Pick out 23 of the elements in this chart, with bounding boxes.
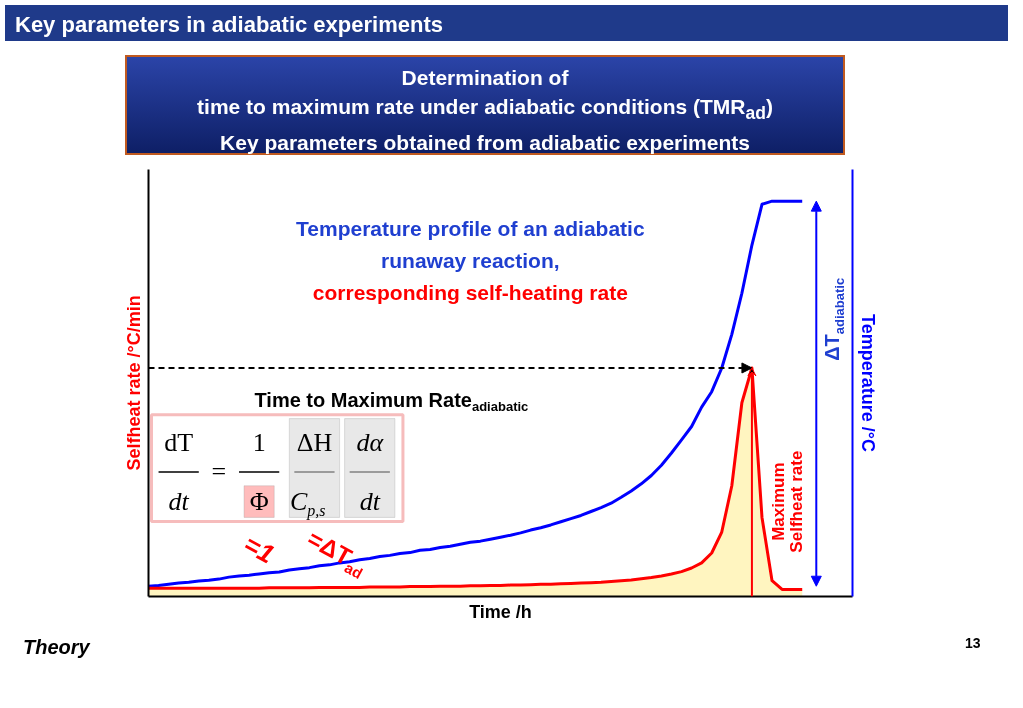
annotation: Φ [249, 487, 269, 517]
annotation: dt [359, 487, 381, 517]
annotation: Temperature profile of an adiabatic [296, 217, 645, 241]
annotation: = [211, 457, 227, 487]
chart-title: Key parameters in adiabatic experiments [15, 11, 443, 39]
y-axis-title: Selfheat rate /°C/min [123, 295, 144, 471]
annotation: dT [164, 427, 194, 457]
annotation: dα [356, 427, 385, 457]
annotation: runaway reaction, [381, 248, 560, 272]
annotation: =1 [238, 528, 280, 570]
annotation: ΔH [296, 427, 333, 457]
annotation: dt [168, 487, 190, 517]
annotation: =ΔTad [303, 524, 366, 582]
text: ΔTadiabatic [821, 277, 847, 361]
y2-axis-title: Temperature /°C [857, 314, 878, 452]
x-axis-title: Time /h [469, 601, 532, 622]
annotation: Maximum [768, 462, 788, 541]
annotation: 1 [252, 427, 266, 457]
annotation: Selfheat rate [786, 450, 806, 553]
text: Theory [23, 635, 90, 660]
chart-subtitle: Determination of time to maximum rate under adiabatic conditions (TMR$_{ad}$) Key parameters obtained from adiabatic experiments [197, 65, 773, 157]
annotation: corresponding self-heating rate [312, 280, 628, 304]
text: 13 [965, 634, 981, 653]
